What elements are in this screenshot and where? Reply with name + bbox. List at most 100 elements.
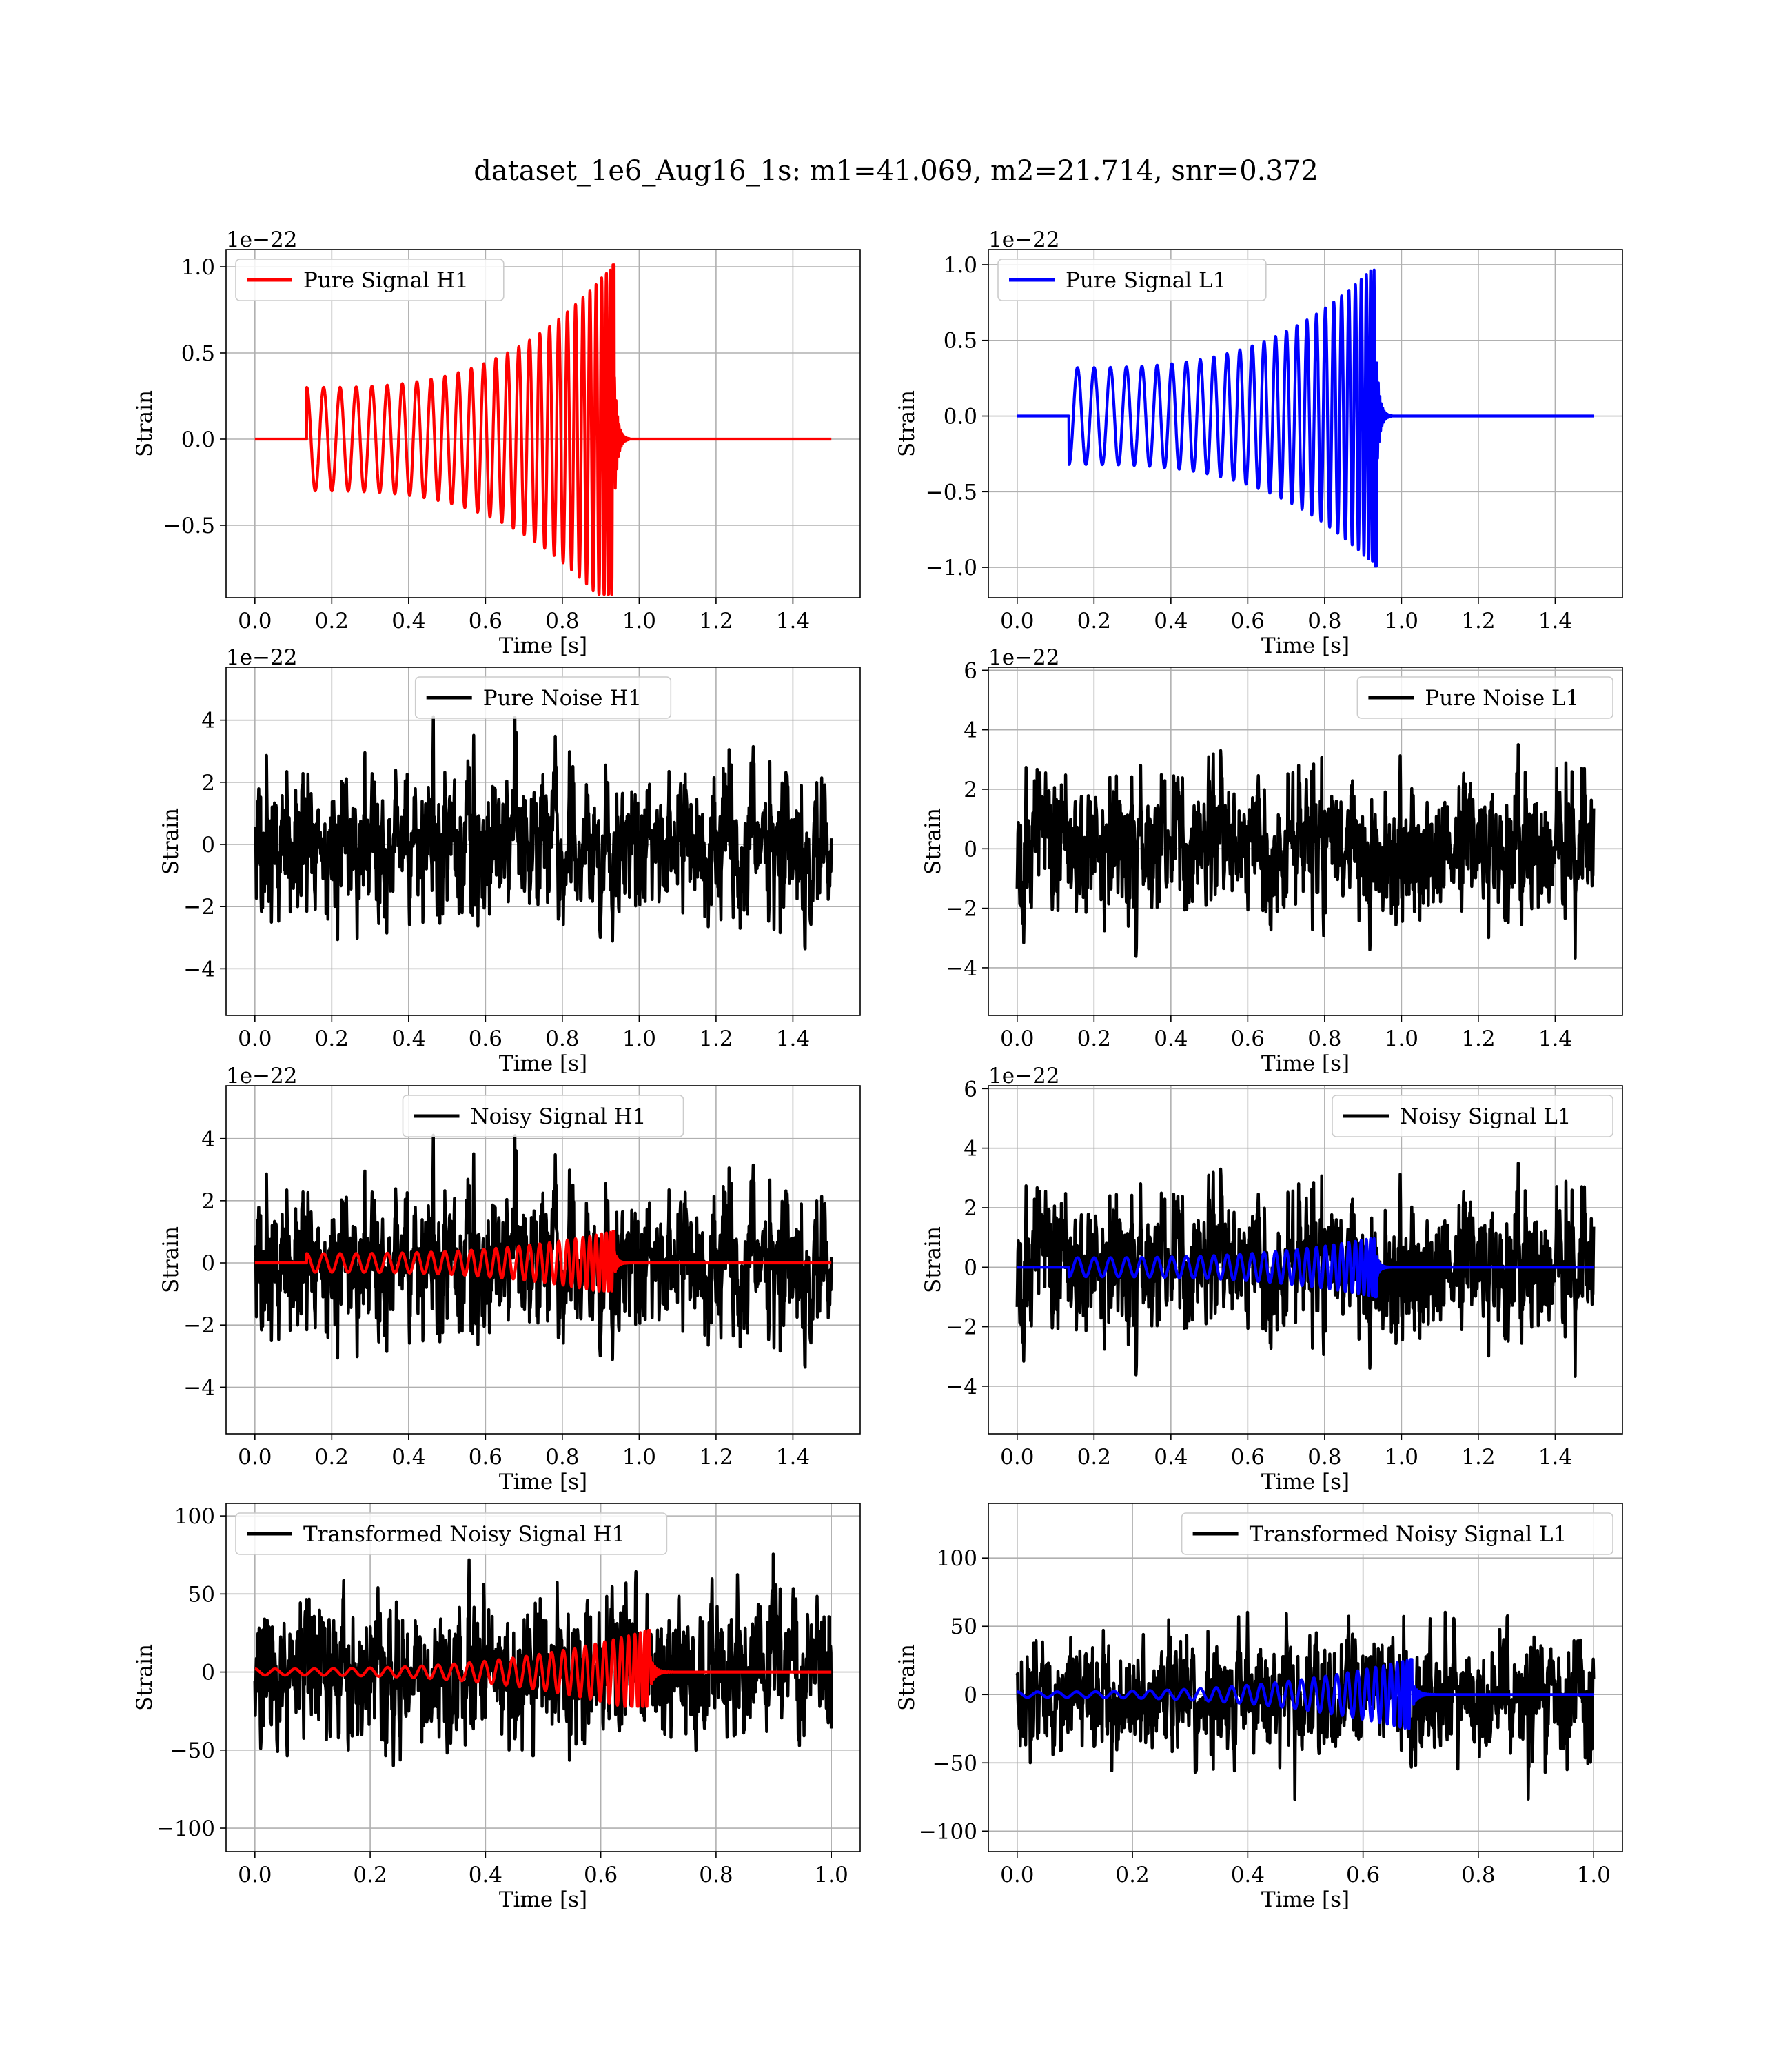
x-tick-label: 0.4 <box>1154 609 1188 633</box>
subplot-noisy-signal-l1: 0.0 0.2 0.4 0.6 0.8 1.0 1.2 1.4 −4 −2 0 2 4 6 Time [s]… <box>921 1064 1623 1494</box>
x-tick-label: 1.0 <box>622 609 656 633</box>
legend: Noisy Signal H1 <box>402 1095 684 1137</box>
legend-label: Noisy Signal L1 <box>1400 1104 1571 1129</box>
x-tick-label: 0.4 <box>469 1863 502 1887</box>
axes-frame <box>988 667 1623 1016</box>
x-tick-label: 1.0 <box>1385 1445 1418 1470</box>
x-tick-label: 0.4 <box>1154 1445 1188 1470</box>
offset-text: 1e−22 <box>988 645 1060 670</box>
y-tick-label: 0.0 <box>181 427 215 452</box>
legend: Pure Signal L1 <box>997 258 1267 301</box>
legend-box <box>1356 676 1613 719</box>
y-tick-label: 0 <box>201 833 215 858</box>
x-tick-label: 0.2 <box>1115 1863 1149 1887</box>
y-tick-label: 0 <box>201 1661 215 1685</box>
y-tick-label: 4 <box>964 1137 977 1162</box>
x-tick-label: 0.6 <box>584 1863 618 1887</box>
subplot-pure-noise-l1: 0.0 0.2 0.4 0.6 0.8 1.0 1.2 1.4 −4 −2 0 2 4 6 Time [s]… <box>921 645 1623 1076</box>
y-axis-label: Strain <box>159 808 183 875</box>
series-line-chirp <box>254 263 833 596</box>
x-tick-label: 1.4 <box>776 1445 810 1470</box>
axes-frame <box>225 1085 861 1435</box>
x-tick-label: 0.6 <box>1346 1863 1380 1887</box>
legend: Transformed Noisy Signal L1 <box>1181 1512 1613 1555</box>
legend-label: Transformed Noisy Signal L1 <box>1250 1522 1567 1547</box>
y-tick-label: −4 <box>946 956 977 981</box>
x-tick-label: 1.4 <box>776 1026 810 1051</box>
legend-box <box>997 258 1267 301</box>
legend: Pure Noise H1 <box>414 676 672 719</box>
y-tick-label: 2 <box>201 771 215 795</box>
y-tick-label: −4 <box>183 957 215 982</box>
x-tick-label: 1.0 <box>1577 1863 1611 1887</box>
x-tick-label: 0.8 <box>1307 609 1341 633</box>
y-tick-label: −0.5 <box>926 480 977 505</box>
x-tick-label: 1.2 <box>699 1026 733 1051</box>
legend: Noisy Signal L1 <box>1332 1095 1613 1137</box>
x-tick-label: 1.2 <box>1461 609 1495 633</box>
y-tick-label: −100 <box>919 1819 977 1844</box>
y-axis-label: Strain <box>132 1644 157 1711</box>
y-axis-label: Strain <box>921 1226 946 1293</box>
series-line-chirp <box>254 1230 833 1292</box>
y-tick-label: −100 <box>156 1816 215 1841</box>
offset-text: 1e−22 <box>988 1064 1060 1088</box>
figure-title: dataset_1e6_Aug16_1s: m1=41.069, m2=21.7… <box>474 155 1318 187</box>
series-line-noise <box>1015 743 1596 960</box>
y-tick-label: 6 <box>964 1077 977 1102</box>
y-tick-label: 1.0 <box>944 253 977 278</box>
y-axis-label: Strain <box>895 390 919 457</box>
series-line-chirp <box>1016 1658 1595 1730</box>
y-tick-label: 4 <box>201 709 215 733</box>
y-tick-label: 100 <box>174 1504 215 1529</box>
y-tick-label: 50 <box>950 1614 977 1639</box>
y-tick-label: 0.5 <box>181 341 215 366</box>
x-tick-label: 0.8 <box>1307 1445 1341 1470</box>
y-axis-label: Strain <box>132 390 157 457</box>
y-tick-label: 0 <box>201 1251 215 1276</box>
x-tick-label: 0.6 <box>1231 1026 1265 1051</box>
subplot-pure-signal-h1: 0.0 0.2 0.4 0.6 0.8 1.0 1.2 1.4 −0.5 0.0 0.5 1.0 Tim… <box>132 227 861 658</box>
x-tick-label: 1.0 <box>1385 1026 1418 1051</box>
x-tick-label: 0.6 <box>469 1026 502 1051</box>
x-tick-label: 0.8 <box>545 1026 579 1051</box>
x-tick-label: 0.2 <box>353 1863 387 1887</box>
x-tick-label: 1.4 <box>1538 1445 1572 1470</box>
x-tick-label: 0.2 <box>315 1445 349 1470</box>
series-line-noise <box>254 1133 833 1369</box>
legend-box <box>414 676 672 719</box>
y-tick-label: −50 <box>933 1751 977 1776</box>
y-tick-label: −4 <box>946 1375 977 1399</box>
y-axis-label: Strain <box>895 1644 919 1711</box>
x-tick-label: 0.8 <box>1461 1863 1495 1887</box>
legend: Pure Noise L1 <box>1356 676 1613 719</box>
axes-frame <box>988 1503 1623 1852</box>
x-tick-label: 0.8 <box>699 1863 733 1887</box>
y-tick-label: 1.0 <box>181 255 215 280</box>
x-tick-label: 0.2 <box>1077 1026 1111 1051</box>
legend-label: Noisy Signal H1 <box>471 1104 646 1129</box>
legend: Pure Signal H1 <box>235 258 505 301</box>
y-tick-label: −2 <box>183 1313 215 1338</box>
x-tick-label: 0.0 <box>1000 1863 1034 1887</box>
x-tick-label: 0.4 <box>391 1026 425 1051</box>
x-tick-label: 0.0 <box>238 1863 272 1887</box>
x-tick-label: 0.2 <box>315 1026 349 1051</box>
legend-label: Transformed Noisy Signal H1 <box>303 1522 625 1547</box>
x-tick-label: 1.0 <box>815 1863 848 1887</box>
subplot-pure-signal-l1: 0.0 0.2 0.4 0.6 0.8 1.0 1.2 1.4 −1.0 −0.5 0.0 0.5 1.… <box>895 227 1623 658</box>
offset-text: 1e−22 <box>988 227 1060 252</box>
legend-label: Pure Noise L1 <box>1425 686 1579 711</box>
y-tick-label: 0 <box>964 1683 977 1707</box>
x-tick-label: 0.0 <box>1000 609 1034 633</box>
y-tick-label: 2 <box>964 1196 977 1221</box>
y-tick-label: 0.0 <box>944 405 977 429</box>
axes-frame <box>225 249 861 598</box>
legend-label: Pure Signal H1 <box>303 268 469 293</box>
y-tick-label: −50 <box>170 1738 215 1763</box>
y-tick-label: −2 <box>946 1315 977 1340</box>
y-tick-label: 6 <box>964 658 977 683</box>
y-tick-label: 2 <box>964 778 977 802</box>
x-tick-label: 0.0 <box>1000 1026 1034 1051</box>
